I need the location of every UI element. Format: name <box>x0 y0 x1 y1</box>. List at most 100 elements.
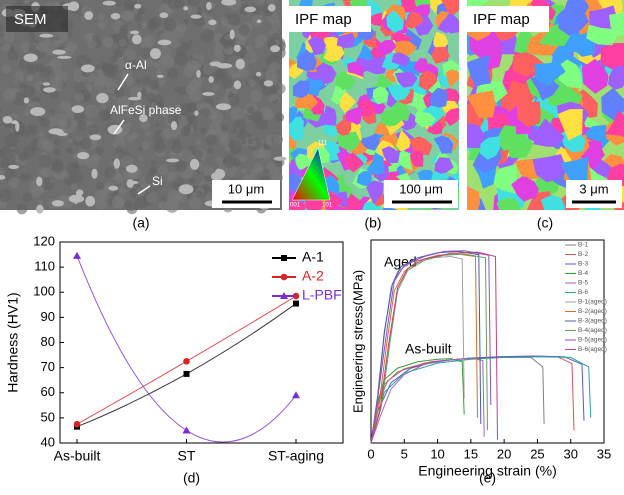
grain <box>385 67 398 82</box>
fit-curve <box>76 303 297 428</box>
texture <box>38 199 44 205</box>
legend-label: B-1 <box>578 242 589 249</box>
texture <box>188 40 193 45</box>
texture <box>118 186 127 196</box>
texture <box>193 149 204 160</box>
y-tick-label: 80 <box>41 334 55 349</box>
texture <box>122 0 137 9</box>
particle <box>108 185 119 191</box>
texture <box>186 102 195 112</box>
grain <box>337 131 361 150</box>
particle <box>267 4 276 12</box>
texture <box>167 68 178 79</box>
panel-label: IPF map <box>473 11 530 28</box>
grain <box>395 129 412 152</box>
texture <box>186 114 195 123</box>
texture <box>181 41 188 48</box>
texture <box>0 107 3 112</box>
texture <box>110 55 119 64</box>
texture <box>249 168 258 177</box>
texture <box>97 20 106 30</box>
particle <box>36 176 43 187</box>
texture <box>0 64 11 74</box>
texture <box>166 171 178 183</box>
x-tick-label: 30 <box>563 446 577 461</box>
particle <box>194 110 199 116</box>
particle <box>270 45 281 53</box>
texture <box>4 133 19 148</box>
texture <box>34 139 39 145</box>
grain <box>315 62 337 85</box>
panel-label: SEM <box>14 11 47 28</box>
texture <box>49 108 55 114</box>
texture <box>48 134 53 139</box>
particle <box>30 107 46 117</box>
y-tick-label: 110 <box>34 259 55 274</box>
texture <box>189 178 195 185</box>
texture <box>67 137 73 144</box>
grain <box>409 136 433 156</box>
stress-strain-curve <box>370 253 488 444</box>
texture <box>212 84 219 92</box>
texture <box>100 103 107 110</box>
texture <box>138 146 143 151</box>
sem-image: SEM α-Al AlFeSi phase Si 10 μm <box>0 0 287 215</box>
texture <box>269 61 280 72</box>
texture <box>23 0 31 5</box>
texture <box>92 34 100 42</box>
texture <box>135 78 142 85</box>
caption: (a) <box>132 215 149 231</box>
legend-label: B-4(aged) <box>578 327 607 334</box>
grain <box>415 112 436 127</box>
legend-label: B-2(aged) <box>578 308 607 315</box>
texture <box>155 144 162 150</box>
grain <box>444 107 459 126</box>
y-axis-title: Hardness (HV1) <box>5 292 21 392</box>
particle <box>190 14 202 19</box>
grain <box>369 12 383 27</box>
texture <box>150 159 156 166</box>
texture <box>250 110 263 124</box>
texture <box>272 134 284 145</box>
ipf-image: IPF map 111 001 101 100 μm <box>289 0 459 210</box>
marker <box>281 255 287 261</box>
texture <box>173 86 180 93</box>
legend-label: B-3(aged) <box>578 318 607 325</box>
particle <box>125 164 138 173</box>
texture <box>9 154 17 163</box>
texture <box>137 23 142 28</box>
grain <box>336 32 355 49</box>
y-tick-label: 40 <box>41 434 55 449</box>
particle <box>233 44 241 52</box>
y-tick-label: 50 <box>41 409 55 424</box>
texture <box>157 45 172 60</box>
particle <box>233 80 242 90</box>
particle <box>42 82 51 86</box>
texture <box>261 67 267 73</box>
x-tick-label: As-built <box>54 448 101 464</box>
texture <box>104 112 112 120</box>
texture <box>39 131 45 137</box>
texture <box>133 101 142 110</box>
plot-frame <box>370 239 605 444</box>
grain <box>339 91 356 114</box>
grain <box>289 118 305 142</box>
texture <box>180 149 193 162</box>
texture <box>94 190 107 203</box>
grain <box>344 152 365 173</box>
legend-label: B-1(aged) <box>578 299 607 306</box>
x-tick-label: 35 <box>597 446 611 461</box>
texture <box>3 88 17 102</box>
texture <box>102 36 114 48</box>
particle <box>184 184 191 192</box>
y-tick-label: 70 <box>41 359 55 374</box>
texture <box>68 125 76 133</box>
grain <box>324 192 344 210</box>
texture <box>143 34 156 47</box>
grain <box>437 15 459 34</box>
particle <box>39 33 54 38</box>
texture <box>120 24 129 34</box>
grain <box>322 174 340 194</box>
particle <box>134 3 142 9</box>
texture <box>185 84 197 96</box>
